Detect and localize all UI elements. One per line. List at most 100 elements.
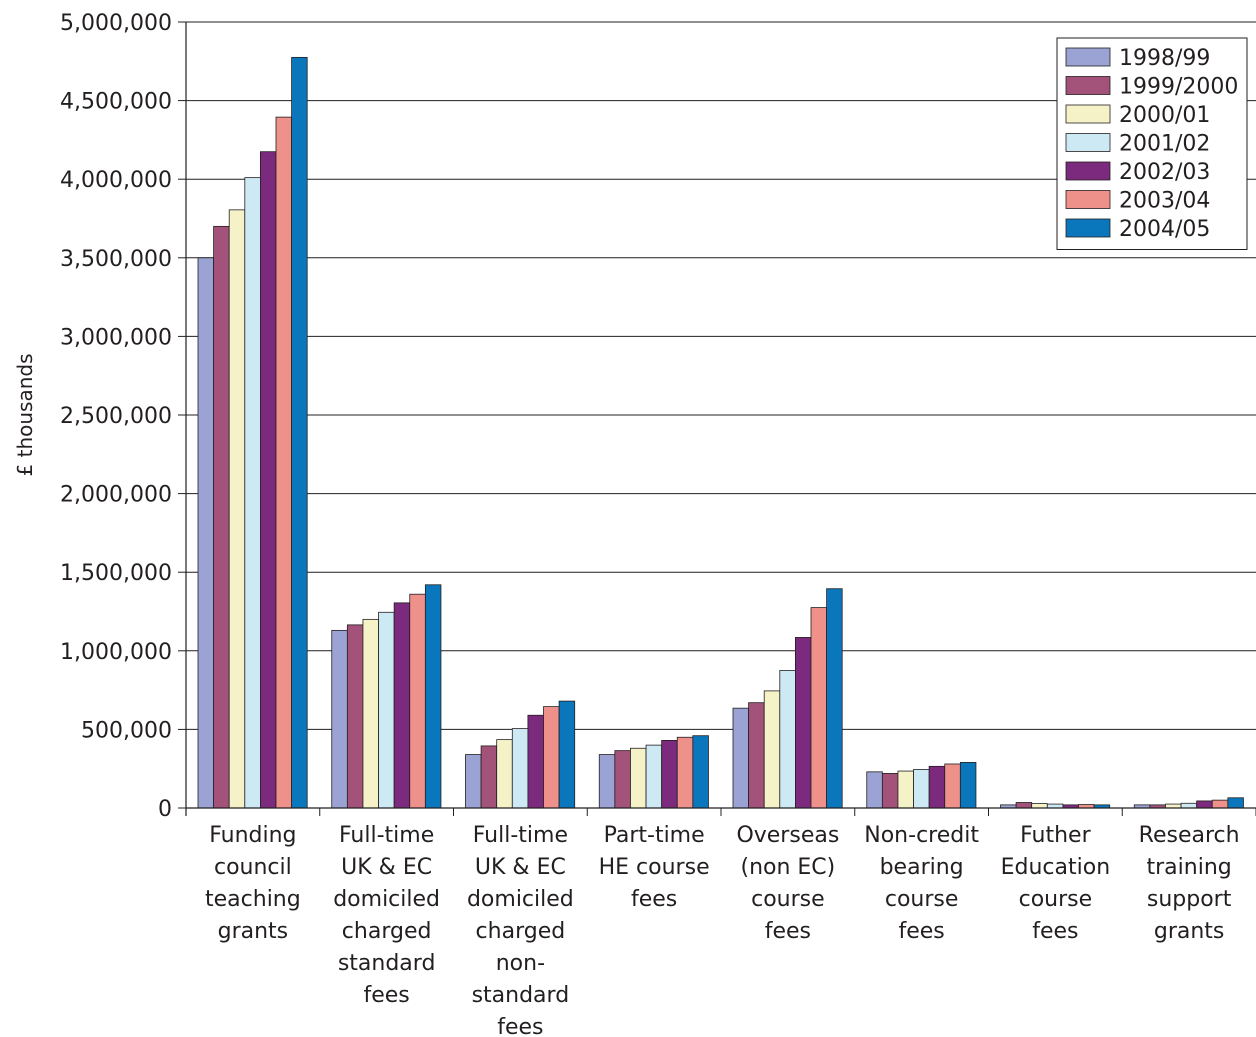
x-category-label-line: charged (342, 919, 432, 944)
y-tick-label: 5,000,000 (60, 11, 172, 36)
bar-2003-04-cat6 (944, 763, 961, 809)
x-category-label-line: Full-time (339, 823, 434, 848)
legend-swatch (1065, 161, 1111, 181)
x-category-label-line: Non-credit (864, 823, 979, 848)
bar-2002-03-cat8 (1196, 800, 1213, 809)
bar-2001-02-cat2 (378, 611, 395, 809)
legend-swatch (1065, 76, 1111, 95)
bar-2002-03-cat4 (661, 740, 678, 809)
x-category-label-line: support (1147, 887, 1232, 912)
x-category-label-line: grants (1154, 919, 1225, 944)
bar-2000-01-cat7 (1031, 803, 1048, 809)
x-category-label-line: fees (363, 983, 409, 1008)
bar-2001-02-cat6 (913, 769, 930, 809)
axes (178, 21, 1256, 816)
x-category-label: Research training support grants (1139, 823, 1240, 944)
legend-label: 2000/01 (1119, 103, 1210, 128)
bars (197, 56, 1244, 809)
legend-label: 2004/05 (1119, 217, 1210, 242)
bar-2000-01-cat2 (362, 618, 379, 809)
bar-2003-04-cat1 (275, 116, 293, 809)
x-category-label-line: training (1147, 855, 1232, 880)
bar-2004-05-cat3 (558, 700, 576, 809)
bar-1999-2000-cat1 (213, 225, 230, 809)
x-category-label-line: Funding (209, 823, 296, 848)
bar-2003-04-cat4 (676, 736, 694, 809)
bar-2004-05-cat6 (959, 762, 977, 809)
bar-2000-01-cat5 (763, 690, 781, 809)
bar-2003-04-cat3 (543, 706, 560, 809)
x-category-label-line: HE course (599, 855, 710, 880)
y-tick-label: 1,500,000 (60, 561, 172, 586)
x-category-label: Futher Education course fees (1001, 823, 1111, 944)
x-category-label-line: charged (476, 919, 566, 944)
y-tick-label: 0 (158, 797, 172, 822)
bar-2002-03-cat2 (393, 602, 411, 809)
bar-2000-01-cat1 (228, 209, 246, 809)
bar-2002-03-cat6 (928, 765, 946, 809)
bar-2004-05-cat8 (1227, 797, 1244, 809)
legend-label: 2002/03 (1119, 160, 1210, 185)
x-category-label-line: domiciled (467, 887, 574, 912)
x-category-label-line: grants (218, 919, 289, 944)
x-category-label-line: course (885, 887, 959, 912)
x-category-label-line: fees (497, 1015, 543, 1037)
x-category-label-line: Part-time (604, 823, 705, 848)
y-tick-label: 2,500,000 (60, 404, 172, 429)
x-category-label-line: Futher (1020, 823, 1091, 848)
x-category-label-line: (non EC) (740, 855, 835, 880)
y-tick-label: 500,000 (81, 718, 172, 743)
bar-2004-05-cat2 (424, 584, 442, 809)
bar-2001-02-cat8 (1180, 802, 1198, 809)
bar-2003-04-cat2 (409, 593, 426, 809)
legend-swatch (1065, 133, 1111, 152)
bar-2002-03-cat3 (527, 714, 544, 809)
bar-2002-03-cat1 (259, 151, 277, 809)
bar-1999-2000-cat4 (614, 750, 631, 809)
bar-1999-2000-cat3 (480, 745, 498, 809)
bar-1998-99-cat3 (465, 754, 482, 809)
x-category-label-line: teaching (205, 887, 301, 912)
y-tick-label: 1,000,000 (60, 640, 172, 665)
bar-2001-02-cat4 (645, 744, 663, 809)
legend-label: 1998/99 (1119, 46, 1210, 71)
x-category-label: Part-time HE course fees (599, 823, 710, 912)
legend-swatch (1065, 104, 1111, 124)
bar-2002-03-cat5 (795, 637, 812, 809)
x-category-label-line: non- (496, 951, 545, 976)
x-category-label-line: fees (1032, 919, 1078, 944)
legend-swatch (1065, 190, 1111, 209)
x-category-label: Full-time UK & EC domiciled charged non-stan… (467, 823, 574, 1037)
y-axis-label: £ thousands (13, 354, 37, 477)
x-category-label: Overseas (non EC) course fees (736, 823, 839, 944)
x-category-labels: Funding council teaching grants Full-time UK … (205, 823, 1240, 1037)
x-category-label-line: course (751, 887, 825, 912)
x-category-label-line: standard (472, 983, 570, 1008)
y-tick-label: 2,000,000 (60, 483, 172, 508)
y-tick-label: 4,500,000 (60, 90, 172, 115)
x-category-label-line: UK & EC (341, 855, 432, 880)
x-category-label-line: fees (765, 919, 811, 944)
bar-1999-2000-cat6 (881, 773, 899, 809)
y-tick-label: 3,000,000 (60, 325, 172, 350)
bar-1999-2000-cat7 (1015, 802, 1033, 809)
x-category-label-line: bearing (880, 855, 964, 880)
legend-swatch (1065, 47, 1111, 67)
legend: 1998/99 1999/2000 2000/01 2001/02 2002/03 200… (1056, 37, 1248, 250)
bar-2003-04-cat5 (810, 607, 828, 809)
bar-2000-01-cat6 (897, 770, 914, 809)
x-category-label-line: Education (1001, 855, 1111, 880)
bar-2000-01-cat4 (630, 747, 647, 809)
x-category-label-line: course (1019, 887, 1093, 912)
bar-2004-05-cat4 (692, 735, 709, 809)
bar-2001-02-cat3 (511, 728, 529, 809)
y-tick-labels: 0 500,000 1,000,000 1,500,000 2,000,000 2,500… (60, 11, 172, 822)
x-category-label-line: Full-time (473, 823, 568, 848)
legend-label: 2003/04 (1119, 189, 1210, 214)
bar-2001-02-cat5 (779, 670, 796, 809)
bar-1998-99-cat4 (598, 754, 616, 809)
x-category-label: Non-credit bearing course fees (864, 823, 979, 944)
legend-label: 1999/2000 (1119, 75, 1238, 100)
bar-2000-01-cat3 (496, 739, 513, 809)
